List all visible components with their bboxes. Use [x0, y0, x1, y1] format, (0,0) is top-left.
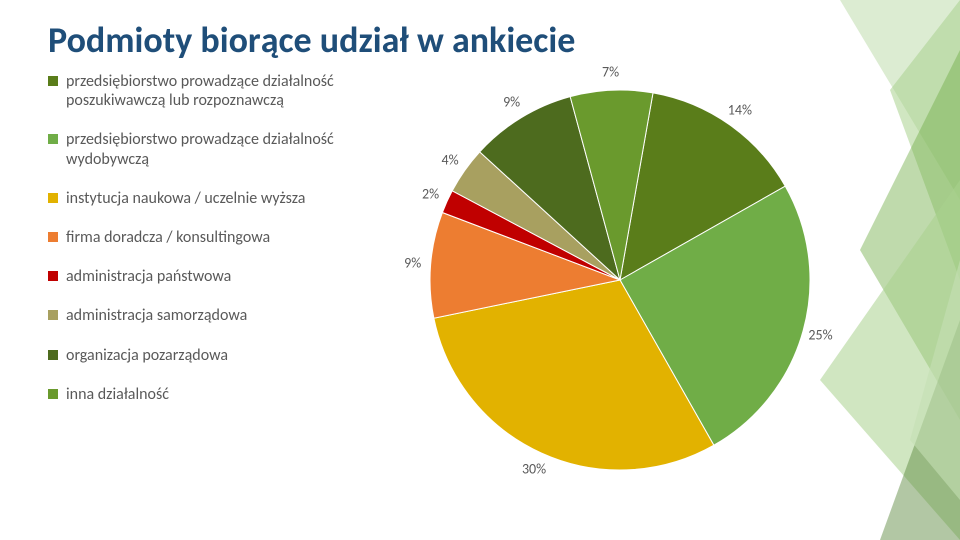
legend-item: inna działalność [48, 385, 368, 404]
legend-marker [48, 134, 58, 144]
legend-marker [48, 76, 58, 86]
legend-label: organizacja pozarządowa [66, 346, 228, 365]
legend-label: przedsiębiorstwo prowadzące działalność … [66, 72, 368, 110]
legend-label: firma doradcza / konsultingowa [66, 228, 270, 247]
pie-chart: 14%25%30%9%2%4%9%7% [420, 80, 820, 480]
legend-item: administracja samorządowa [48, 306, 368, 325]
legend-marker [48, 389, 58, 399]
legend-item: administracja państwowa [48, 267, 368, 286]
legend-marker [48, 193, 58, 203]
legend-label: inna działalność [66, 385, 169, 404]
legend-label: administracja państwowa [66, 267, 231, 286]
legend-label: instytucja naukowa / uczelnie wyższa [66, 189, 305, 208]
legend-marker [48, 232, 58, 242]
pie-slice-label: 9% [404, 255, 421, 272]
legend-item: przedsiębiorstwo prowadzące działalność … [48, 72, 368, 110]
legend-marker [48, 350, 58, 360]
page-title: Podmioty biorące udział w ankiecie [48, 18, 575, 62]
legend-item: firma doradcza / konsultingowa [48, 228, 368, 247]
legend: przedsiębiorstwo prowadzące działalność … [48, 72, 368, 424]
legend-item: przedsiębiorstwo prowadzące działalność … [48, 130, 368, 168]
legend-item: instytucja naukowa / uczelnie wyższa [48, 189, 368, 208]
legend-item: organizacja pozarządowa [48, 346, 368, 365]
legend-label: przedsiębiorstwo prowadzące działalność … [66, 130, 368, 168]
legend-marker [48, 310, 58, 320]
legend-marker [48, 271, 58, 281]
pie-slice-label: 7% [602, 64, 619, 81]
legend-label: administracja samorządowa [66, 306, 247, 325]
